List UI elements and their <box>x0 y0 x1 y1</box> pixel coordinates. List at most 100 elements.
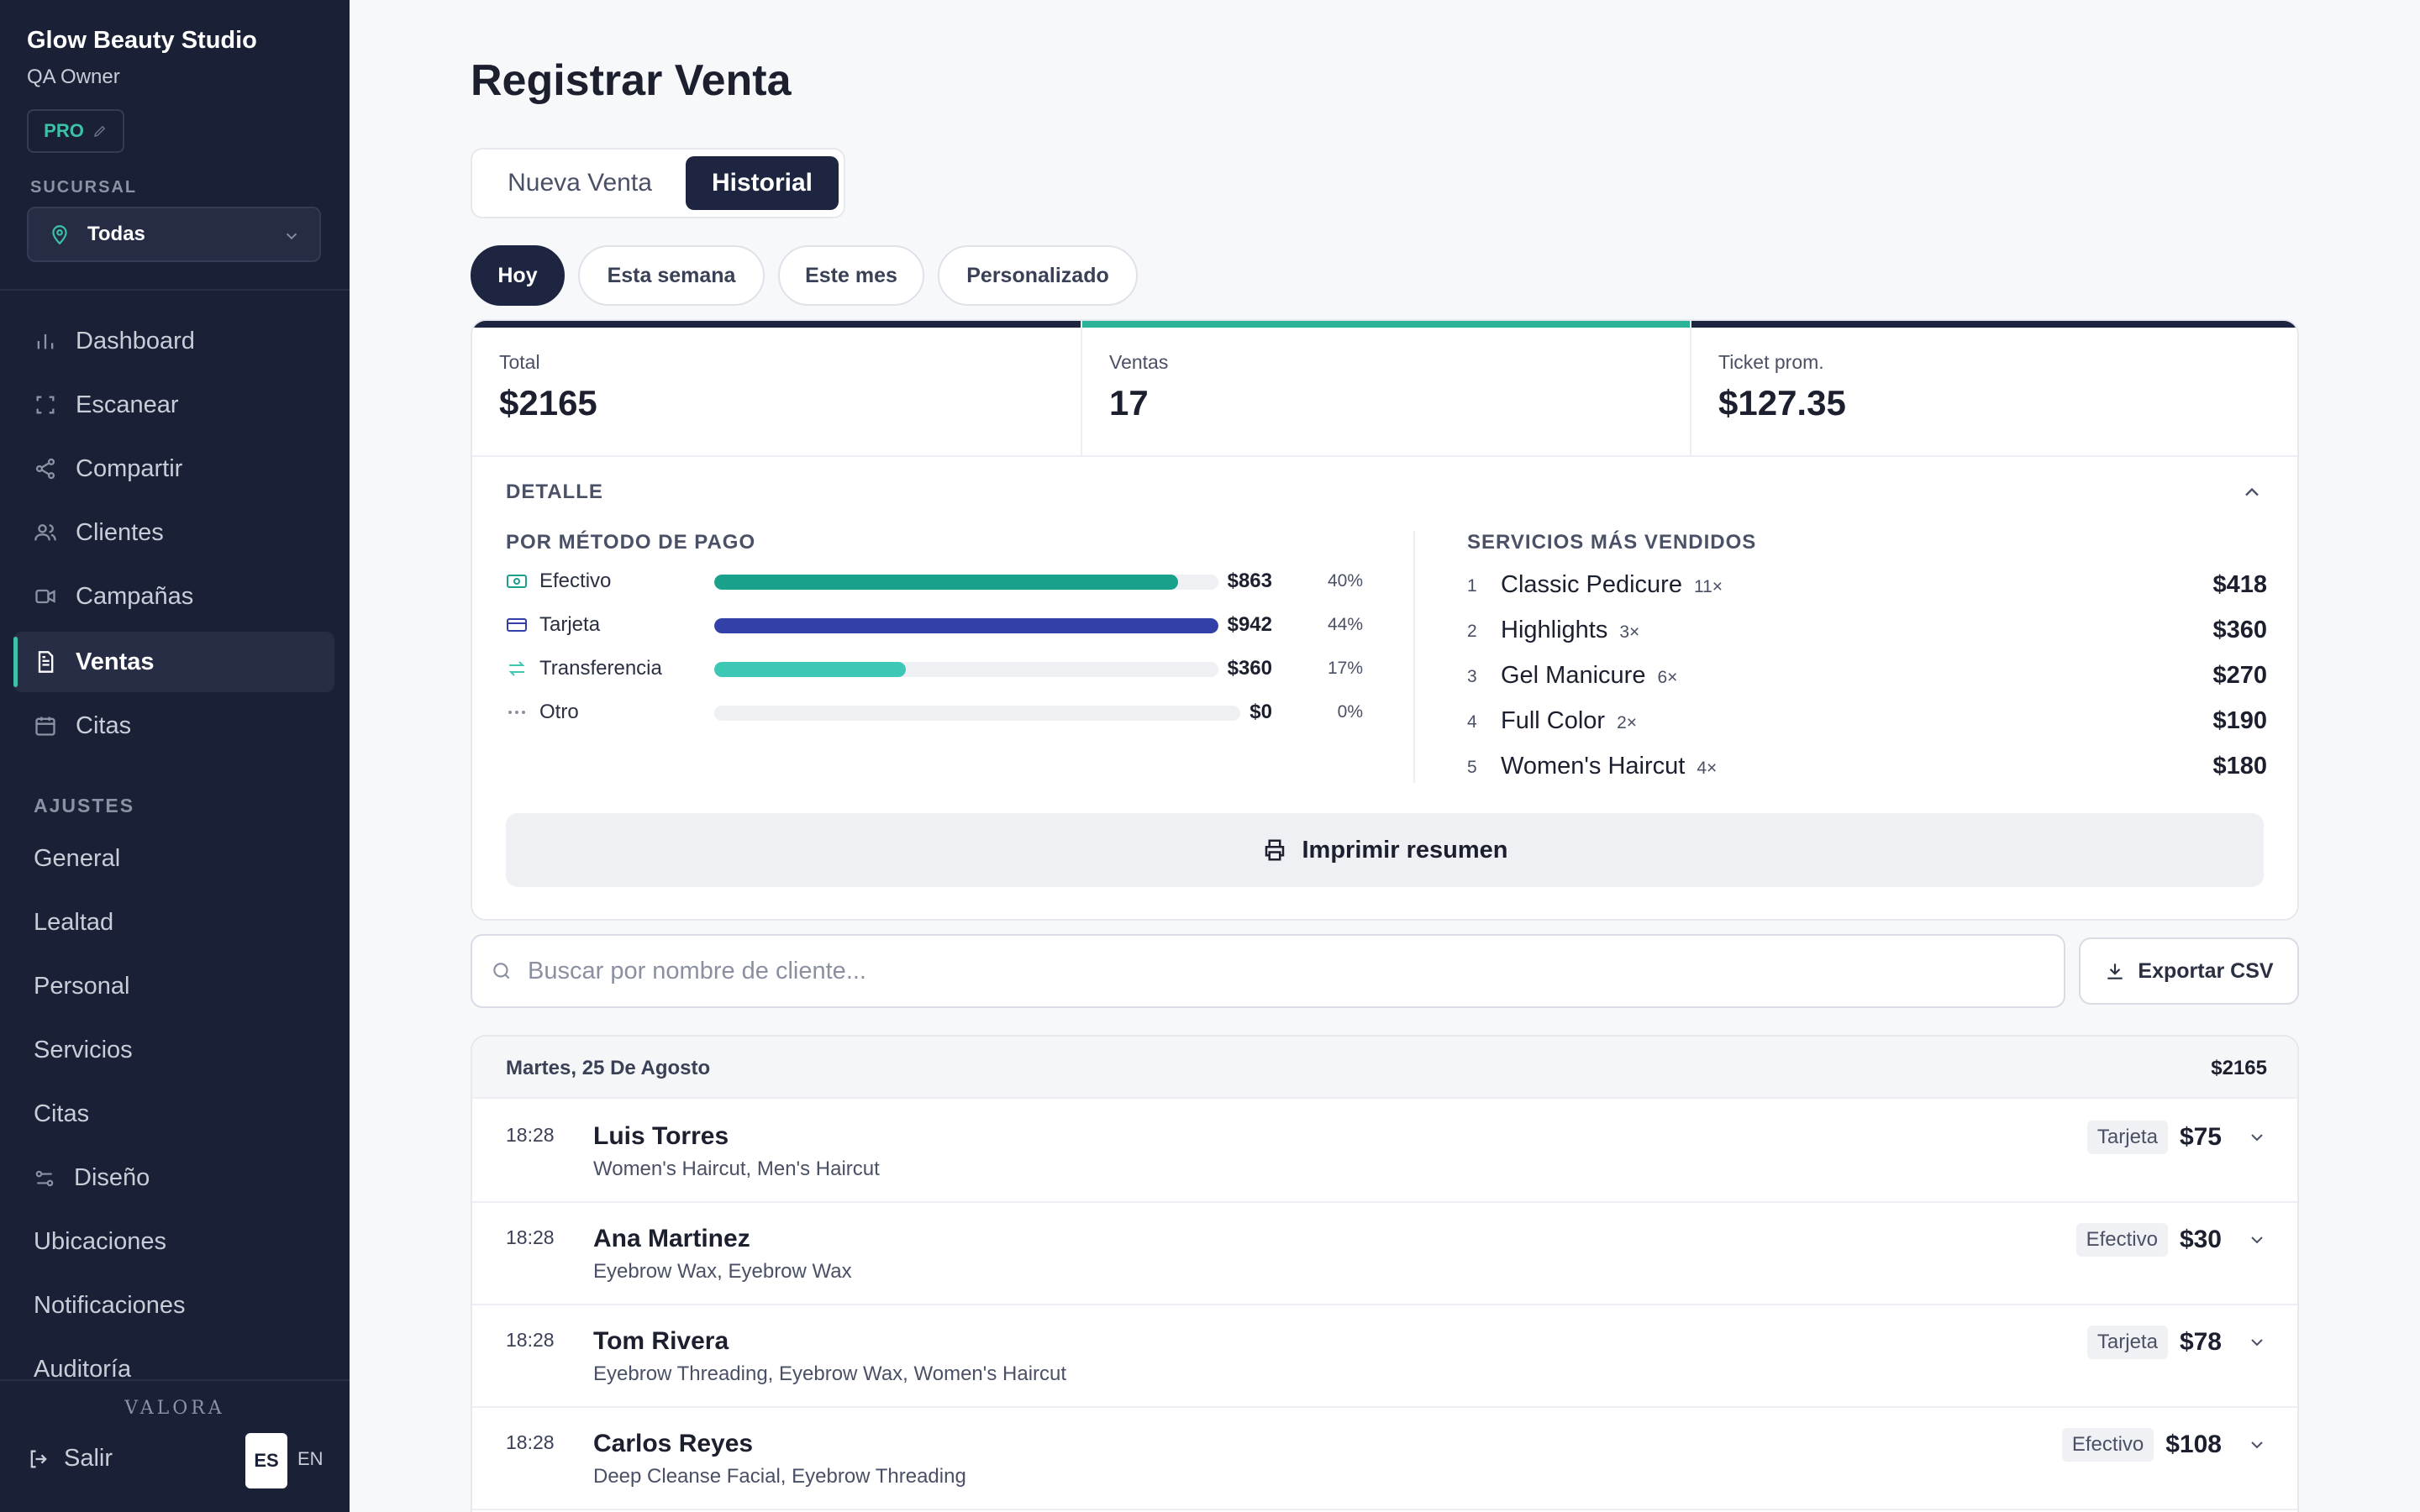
logout-label: Salir <box>64 1445 113 1472</box>
service-name-wrap: Women's Haircut 4× <box>1501 753 1717 780</box>
sale-row[interactable]: 18:28 Luis Torres Women's Haircut, Men's… <box>472 1100 2297 1203</box>
detail-divider <box>1413 531 1415 783</box>
stat-accent-bar <box>1082 321 1690 328</box>
tab-nueva-venta[interactable]: Nueva Venta <box>508 169 652 197</box>
chevron-down-icon[interactable] <box>2247 1230 2267 1250</box>
export-csv-label: Exportar CSV <box>2138 958 2274 983</box>
stat-label: Total <box>499 351 540 373</box>
logout-button[interactable]: Salir <box>27 1445 113 1473</box>
dots-icon <box>508 711 525 714</box>
period-chip-personalizado[interactable]: Personalizado <box>938 245 1138 306</box>
payment-bar <box>714 662 1218 677</box>
stat-total: Total $2165 <box>472 321 1082 455</box>
calendar-icon <box>35 717 55 736</box>
stat-accent-bar <box>1691 321 2297 328</box>
service-rank: 4 <box>1467 712 1477 732</box>
settings-item-diseno[interactable]: Diseño <box>34 1164 150 1192</box>
chevron-down-icon[interactable] <box>2247 1332 2267 1352</box>
top-service-row: 3 Gel Manicure 6× $270 <box>1467 655 2267 696</box>
settings-item-citas[interactable]: Citas <box>34 1100 90 1127</box>
sidebar: Glow Beauty Studio QA Owner PRO SUCURSAL… <box>0 0 350 1512</box>
sale-amount: $108 <box>2165 1431 2222 1458</box>
service-amount: $190 <box>2212 707 2267 734</box>
settings-item-label: Diseño <box>74 1164 150 1191</box>
service-count: 2× <box>1617 713 1638 732</box>
payment-percent: 0% <box>1337 702 1363 722</box>
logout-icon <box>30 1450 47 1467</box>
sale-services: Deep Cleanse Facial, Eyebrow Threading <box>593 1465 966 1488</box>
print-summary-button[interactable]: Imprimir resumen <box>506 813 2264 887</box>
period-chip-semana[interactable]: Esta semana <box>578 245 765 306</box>
sale-row[interactable]: 18:28 Carlos Reyes Deep Cleanse Facial, … <box>472 1408 2297 1510</box>
customer-search <box>471 934 2065 1008</box>
period-chip-mes[interactable]: Este mes <box>778 245 924 306</box>
nav-item-campanas[interactable]: Campañas <box>13 566 334 627</box>
settings-item-auditoria[interactable]: Auditoría <box>34 1356 132 1379</box>
sale-customer: Luis Torres <box>593 1122 729 1150</box>
detail-label: DETALLE <box>506 480 603 503</box>
top-service-row: 5 Women's Haircut 4× $180 <box>1467 746 2267 786</box>
top-service-row: 1 Classic Pedicure 11× $418 <box>1467 564 2267 605</box>
nav-item-clientes[interactable]: Clientes <box>13 502 334 563</box>
export-csv-button[interactable]: Exportar CSV <box>2079 937 2299 1005</box>
settings-item-ubicaciones[interactable]: Ubicaciones <box>34 1228 166 1255</box>
palette-icon <box>35 1170 54 1186</box>
cash-icon <box>507 575 527 588</box>
sale-amount: $78 <box>2179 1328 2222 1356</box>
chevron-down-icon <box>286 233 297 240</box>
sale-services: Eyebrow Threading, Eyebrow Wax, Women's … <box>593 1362 1067 1385</box>
pro-badge[interactable]: PRO <box>27 109 124 153</box>
users-icon <box>34 524 56 541</box>
chevron-down-icon[interactable] <box>2247 1435 2267 1455</box>
top-service-row: 4 Full Color 2× $190 <box>1467 701 2267 741</box>
payment-bar-fill <box>714 575 1178 590</box>
period-chip-hoy[interactable]: Hoy <box>471 245 565 306</box>
pro-badge-label: PRO <box>44 120 84 141</box>
branch-value: Todas <box>87 223 145 245</box>
tab-historial[interactable]: Historial <box>686 156 839 210</box>
branch-select[interactable]: Todas <box>27 207 321 262</box>
settings-item-notificaciones[interactable]: Notificaciones <box>34 1292 186 1319</box>
settings-item-general[interactable]: General <box>34 845 121 872</box>
sale-meta: Efectivo $108 <box>2061 1428 2267 1462</box>
stat-value: $2165 <box>499 383 597 423</box>
settings-item-personal[interactable]: Personal <box>34 973 130 1000</box>
print-summary-label: Imprimir resumen <box>1302 836 1508 864</box>
settings-item-lealtad[interactable]: Lealtad <box>34 909 114 936</box>
chevron-up-icon[interactable] <box>2240 480 2264 504</box>
nav-item-escanear[interactable]: Escanear <box>13 375 334 435</box>
top-services-label: SERVICIOS MÁS VENDIDOS <box>1467 531 1757 554</box>
service-rank: 2 <box>1467 622 1477 641</box>
sale-time: 18:28 <box>506 1124 555 1146</box>
service-name: Classic Pedicure <box>1501 571 1682 598</box>
sale-row[interactable]: 18:28 Tom Rivera Eyebrow Threading, Eyeb… <box>472 1305 2297 1408</box>
settings-item-servicios[interactable]: Servicios <box>34 1037 133 1063</box>
sale-amount: $75 <box>2179 1123 2222 1151</box>
nav-item-citas[interactable]: Citas <box>13 696 334 756</box>
payment-method-badge: Tarjeta <box>2086 1121 2168 1154</box>
chevron-down-icon[interactable] <box>2247 1127 2267 1147</box>
sale-row[interactable]: 18:28 Ana Martinez Eyebrow Wax, Eyebrow … <box>472 1203 2297 1305</box>
language-es-button[interactable]: ES <box>245 1433 287 1488</box>
video-icon <box>35 589 55 604</box>
nav-item-ventas[interactable]: Ventas <box>13 632 334 692</box>
stat-ticket: Ticket prom. $127.35 <box>1691 321 2297 455</box>
search-input[interactable] <box>528 957 2040 985</box>
language-en-button[interactable]: EN <box>297 1448 324 1469</box>
nav-item-compartir[interactable]: Compartir <box>13 438 334 499</box>
owner-name: QA Owner <box>27 66 120 88</box>
sidebar-footer-divider <box>0 1379 350 1381</box>
share-icon <box>35 458 55 480</box>
payment-bar <box>714 706 1240 721</box>
payment-method-badge: Efectivo <box>2075 1223 2168 1257</box>
service-rank: 3 <box>1467 667 1477 686</box>
nav-item-dashboard[interactable]: Dashboard <box>13 311 334 371</box>
payment-percent: 17% <box>1327 659 1363 678</box>
view-tabs: Nueva Venta Historial <box>471 148 845 218</box>
service-count: 4× <box>1697 759 1718 778</box>
service-count: 6× <box>1657 668 1678 687</box>
service-count: 3× <box>1619 622 1640 642</box>
sale-services: Women's Haircut, Men's Haircut <box>593 1158 880 1180</box>
payment-row-transferencia: Transferencia $360 17% <box>506 652 1363 685</box>
sale-meta: Efectivo $30 <box>2075 1223 2267 1257</box>
